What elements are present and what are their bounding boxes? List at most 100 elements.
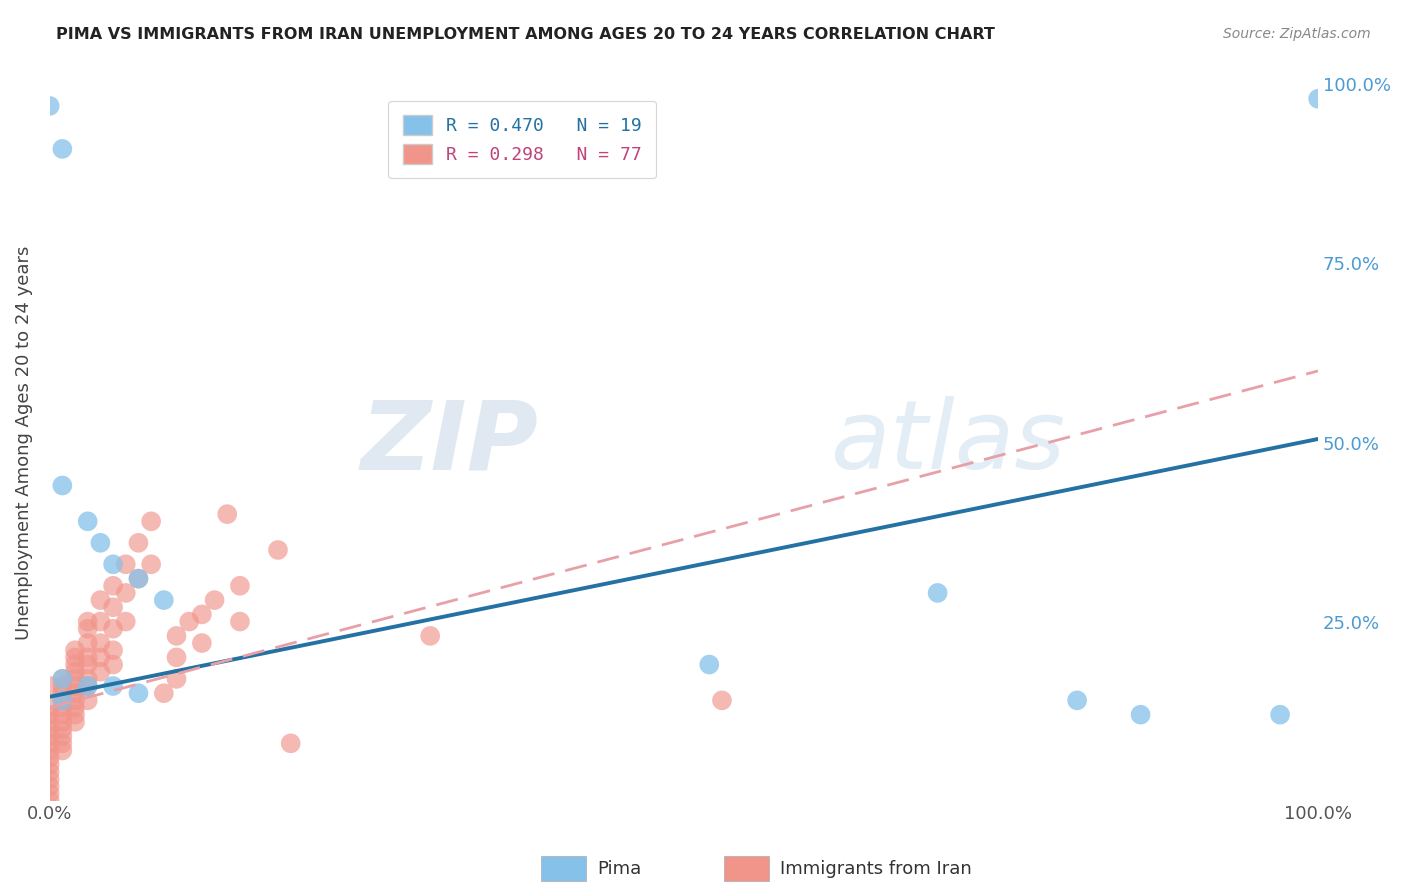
Point (89, 650, 111, 665)
Point (38, 99, 60, 113)
Point (38, 679, 60, 693)
Point (51, 142, 73, 156)
Text: ZIP: ZIP (360, 396, 538, 489)
Point (166, 672, 188, 686)
Point (166, 629, 188, 643)
Point (51, 743, 73, 757)
Text: Pima: Pima (598, 860, 641, 878)
Point (710, 693, 733, 707)
Point (38, 757, 60, 772)
Point (51, 722, 73, 736)
Point (89, 615, 111, 629)
Point (38, 722, 60, 736)
Point (89, 536, 111, 550)
Point (51, 736, 73, 750)
Point (139, 558, 162, 572)
Point (127, 536, 149, 550)
Point (114, 558, 136, 572)
Y-axis label: Unemployment Among Ages 20 to 24 years: Unemployment Among Ages 20 to 24 years (15, 245, 32, 640)
Text: Immigrants from Iran: Immigrants from Iran (780, 860, 972, 878)
Point (63, 672, 86, 686)
Point (76, 679, 98, 693)
Point (76, 672, 98, 686)
Point (63, 643, 86, 657)
Point (51, 729, 73, 743)
Point (127, 686, 149, 700)
Point (101, 643, 124, 657)
Point (101, 579, 124, 593)
Point (51, 700, 73, 714)
Point (63, 714, 86, 729)
Point (38, 736, 60, 750)
Point (76, 657, 98, 672)
Point (63, 693, 86, 707)
Point (280, 736, 302, 750)
Point (76, 622, 98, 636)
Point (51, 672, 73, 686)
Point (51, 672, 73, 686)
Point (229, 615, 252, 629)
Point (217, 507, 239, 521)
Point (101, 600, 124, 615)
Point (166, 650, 188, 665)
Point (927, 586, 949, 600)
Point (89, 665, 111, 679)
Point (38, 743, 60, 757)
Point (229, 579, 252, 593)
Point (204, 593, 226, 607)
Point (51, 679, 73, 693)
Point (89, 636, 111, 650)
Point (191, 636, 214, 650)
Point (51, 686, 73, 700)
Point (76, 679, 98, 693)
Point (63, 679, 86, 693)
Point (101, 657, 124, 672)
Point (76, 615, 98, 629)
Point (267, 543, 290, 558)
Point (63, 686, 86, 700)
Point (101, 622, 124, 636)
Point (51, 478, 73, 492)
Point (51, 714, 73, 729)
Point (1129, 707, 1152, 722)
Point (38, 794, 60, 808)
Point (76, 650, 98, 665)
Point (38, 772, 60, 786)
Point (127, 572, 149, 586)
Point (38, 700, 60, 714)
Legend: R = 0.470   N = 19, R = 0.298   N = 77: R = 0.470 N = 19, R = 0.298 N = 77 (388, 101, 657, 178)
Point (101, 558, 124, 572)
Point (114, 586, 136, 600)
Point (63, 665, 86, 679)
Point (1308, 92, 1330, 106)
Point (38, 779, 60, 793)
Point (63, 707, 86, 722)
Point (38, 787, 60, 801)
Point (153, 686, 176, 700)
Point (101, 679, 124, 693)
Point (51, 693, 73, 707)
Point (63, 657, 86, 672)
Point (127, 572, 149, 586)
Point (38, 707, 60, 722)
Point (1066, 693, 1088, 707)
Point (419, 629, 441, 643)
Point (179, 615, 201, 629)
Point (38, 714, 60, 729)
Point (76, 693, 98, 707)
Point (76, 514, 98, 528)
Point (114, 615, 136, 629)
Point (51, 693, 73, 707)
Point (191, 607, 214, 622)
Point (1268, 707, 1291, 722)
Point (139, 514, 162, 528)
Point (38, 764, 60, 779)
Point (51, 707, 73, 722)
Text: atlas: atlas (830, 396, 1064, 489)
Point (63, 650, 86, 665)
Point (153, 593, 176, 607)
Point (89, 593, 111, 607)
Point (697, 657, 720, 672)
Text: PIMA VS IMMIGRANTS FROM IRAN UNEMPLOYMENT AMONG AGES 20 TO 24 YEARS CORRELATION : PIMA VS IMMIGRANTS FROM IRAN UNEMPLOYMEN… (56, 27, 995, 42)
Point (38, 729, 60, 743)
